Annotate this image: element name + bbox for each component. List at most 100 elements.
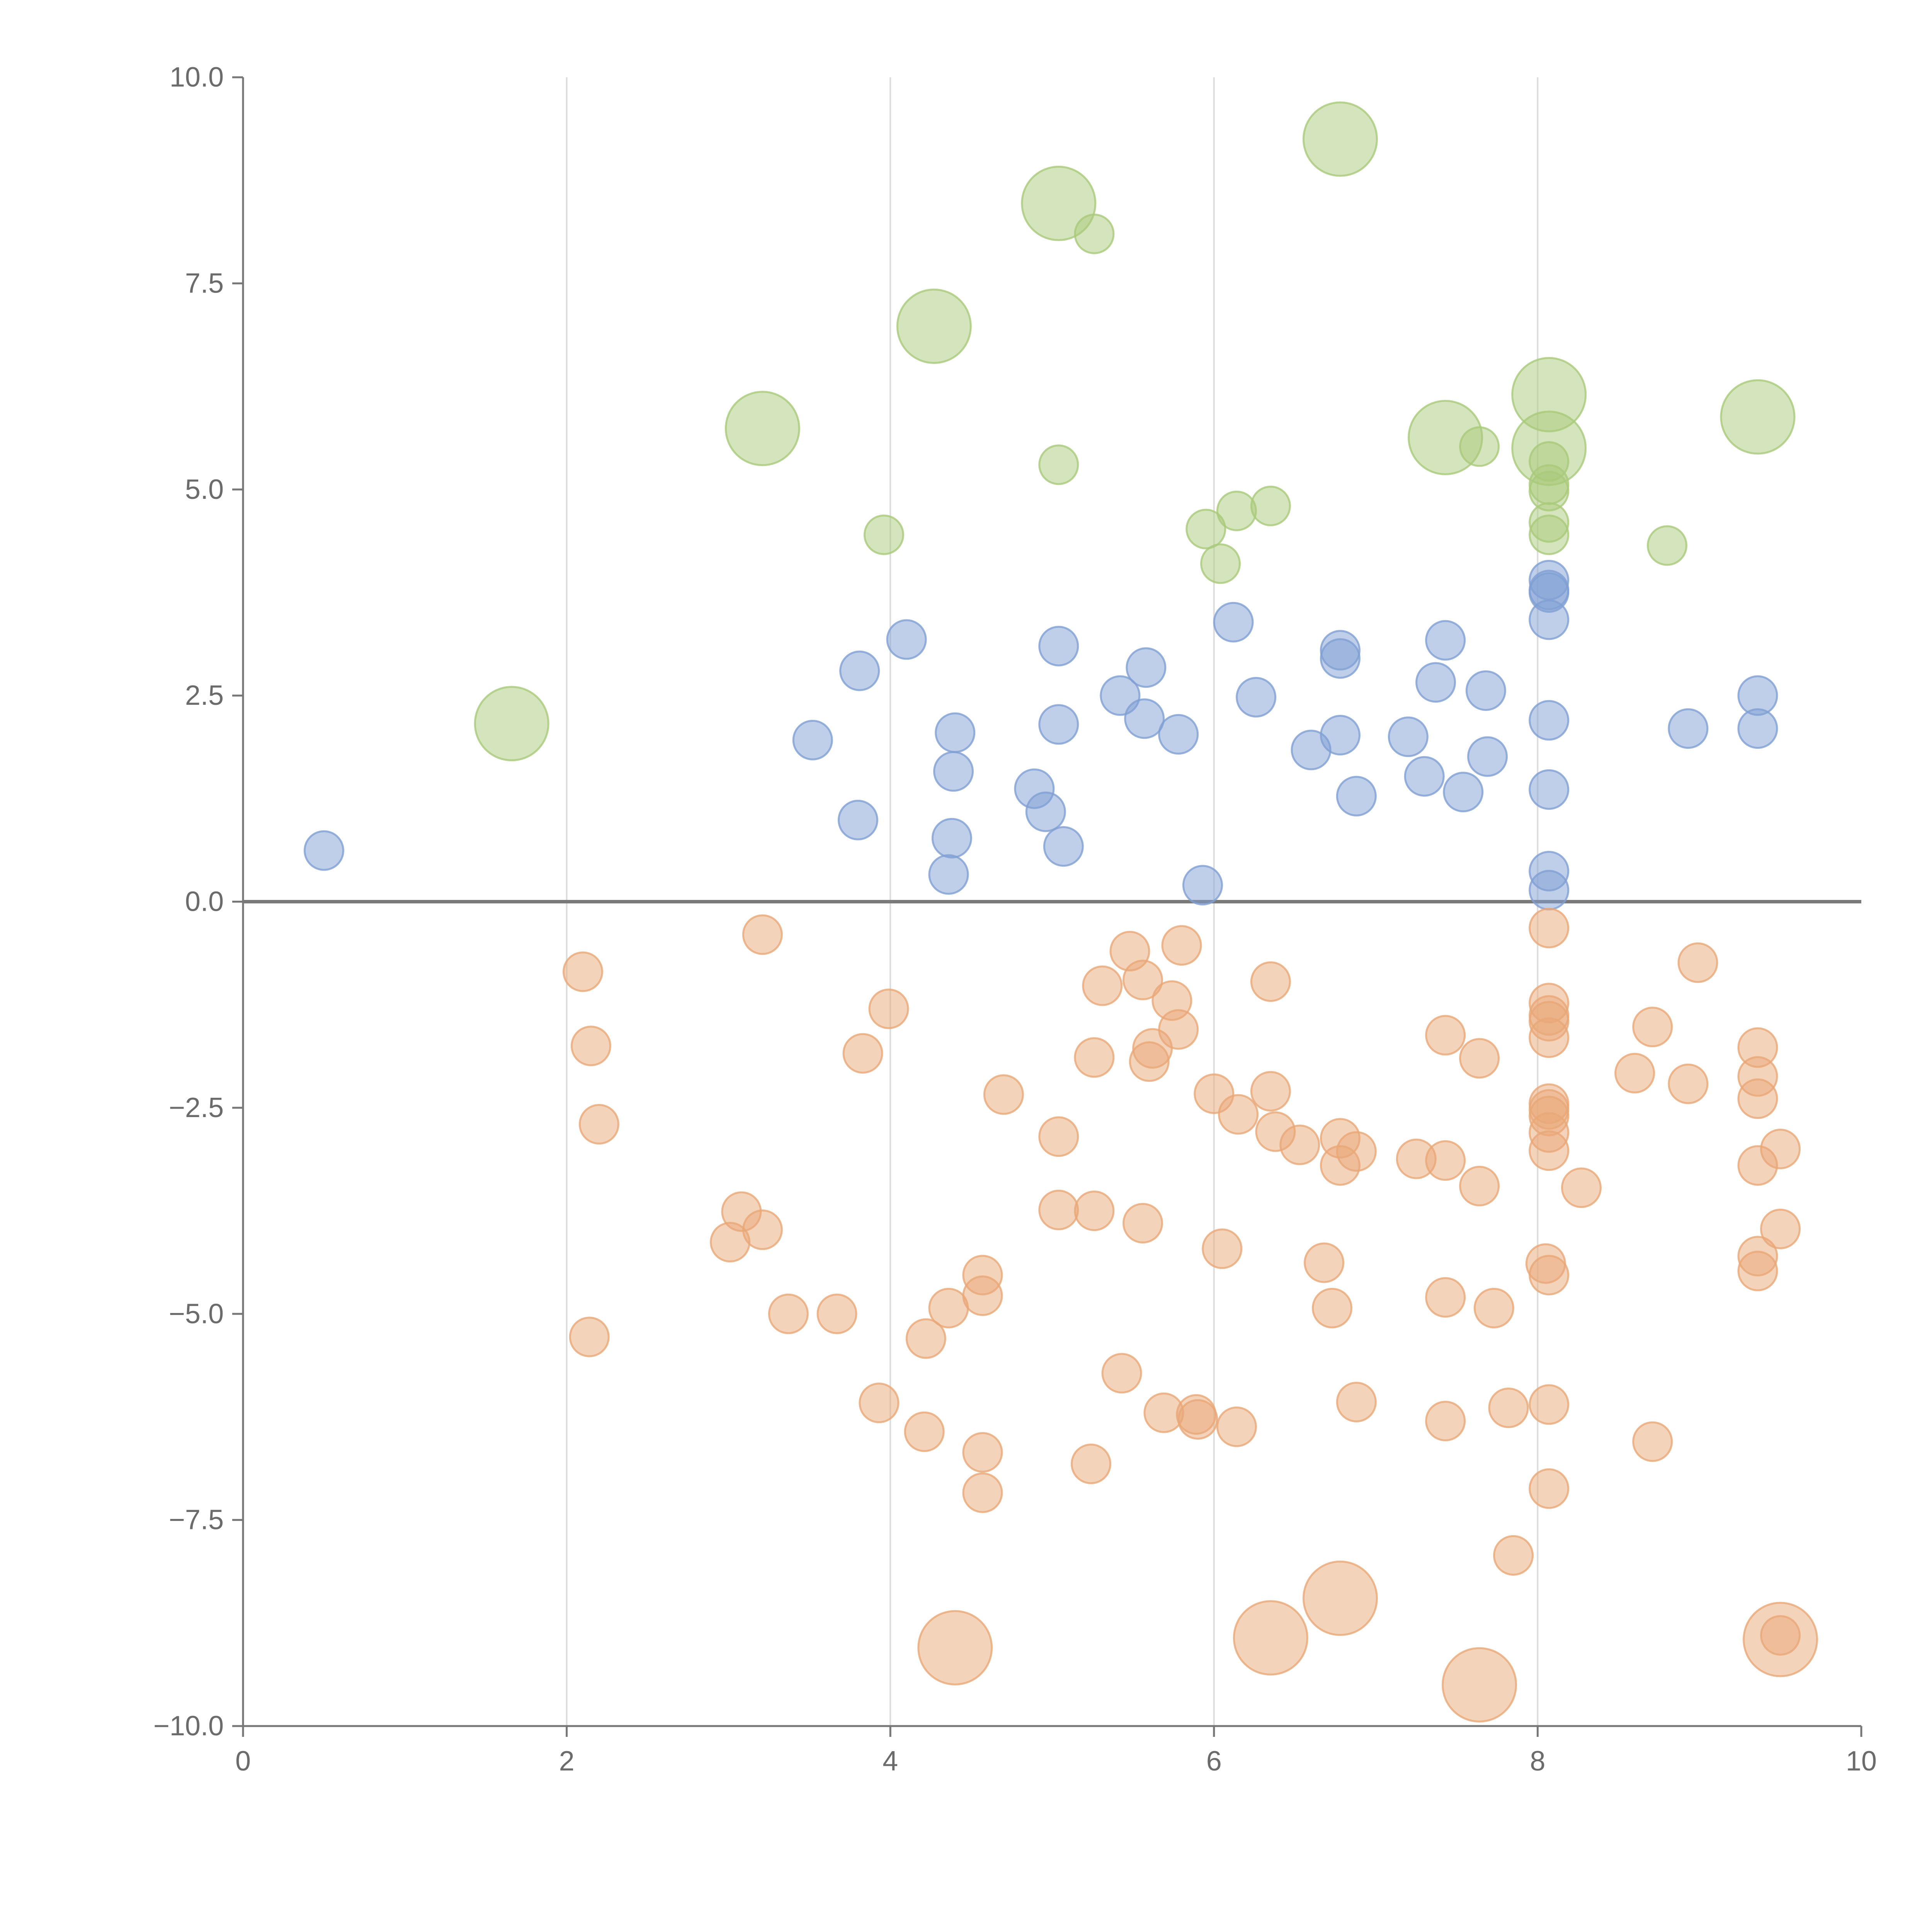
- data-point-orange: [1529, 1384, 1570, 1425]
- data-point-green: [1074, 213, 1115, 254]
- data-point-blue: [1025, 791, 1066, 832]
- data-point-orange: [768, 1293, 809, 1334]
- data-point-blue: [1668, 708, 1709, 749]
- data-point-orange: [1425, 1140, 1466, 1181]
- data-point-blue: [837, 799, 878, 840]
- y-tick-label: −5.0: [169, 1298, 224, 1329]
- data-point-orange: [962, 1472, 1003, 1513]
- y-tick-label: −10.0: [153, 1711, 224, 1742]
- y-tick-label: 5.0: [185, 474, 224, 505]
- data-point-blue: [1038, 626, 1079, 667]
- data-point-blue: [935, 712, 976, 753]
- data-point-green: [1720, 379, 1796, 455]
- y-tick-label: 10.0: [170, 62, 224, 93]
- data-point-orange: [1632, 1007, 1673, 1048]
- data-point-orange: [1459, 1166, 1500, 1207]
- data-point-blue: [303, 830, 344, 871]
- data-point-orange: [710, 1222, 751, 1263]
- data-point-orange: [1216, 1406, 1257, 1447]
- data-point-orange: [742, 914, 783, 955]
- data-point-orange: [1336, 1382, 1377, 1423]
- x-tick-label: 0: [235, 1746, 251, 1777]
- data-point-orange: [1677, 942, 1718, 983]
- data-point-orange: [1202, 1228, 1243, 1269]
- data-point-blue: [1158, 714, 1199, 755]
- data-point-orange: [1122, 1203, 1163, 1244]
- data-point-orange: [570, 1026, 611, 1066]
- data-point-blue: [792, 719, 833, 760]
- data-point-green: [1529, 514, 1570, 555]
- data-point-orange: [962, 1432, 1003, 1473]
- data-point-orange: [1529, 1017, 1570, 1058]
- data-point-green: [1250, 485, 1291, 526]
- data-point-orange: [1529, 1130, 1570, 1171]
- data-point-orange: [1101, 1353, 1142, 1394]
- data-point-orange: [562, 951, 603, 992]
- data-point-orange: [904, 1411, 945, 1452]
- data-point-blue: [839, 650, 880, 691]
- data-point-orange: [1038, 1116, 1079, 1157]
- data-point-orange: [1737, 1078, 1778, 1119]
- data-point-orange: [928, 1287, 969, 1328]
- data-point-orange: [1442, 1647, 1517, 1723]
- data-point-orange: [1082, 965, 1123, 1006]
- data-point-blue: [931, 818, 972, 859]
- data-point-orange: [1177, 1399, 1218, 1440]
- data-point-orange: [1320, 1145, 1361, 1186]
- data-point-blue: [1388, 716, 1429, 757]
- data-point-orange: [1529, 908, 1570, 949]
- x-tick-label: 10: [1846, 1746, 1877, 1777]
- data-point-orange: [1312, 1287, 1353, 1328]
- data-point-green: [1302, 101, 1378, 177]
- data-point-blue: [1529, 870, 1570, 911]
- data-point-orange: [1668, 1063, 1709, 1104]
- data-point-orange: [859, 1383, 900, 1423]
- data-point-orange: [1561, 1167, 1602, 1208]
- data-point-orange: [1743, 1602, 1818, 1677]
- data-point-green: [1216, 490, 1257, 531]
- data-point-blue: [933, 751, 974, 792]
- data-point-orange: [816, 1293, 857, 1334]
- data-point-blue: [1038, 704, 1079, 745]
- data-point-orange: [1459, 1038, 1500, 1079]
- data-point-orange: [1760, 1208, 1801, 1249]
- axes: [232, 76, 1862, 1737]
- data-point-orange: [1425, 1015, 1466, 1056]
- data-point-orange: [1074, 1037, 1115, 1078]
- x-tick-label: 6: [1206, 1746, 1222, 1777]
- data-point-orange: [1529, 1255, 1570, 1296]
- data-point-green: [724, 391, 800, 466]
- data-point-orange: [1425, 1277, 1466, 1318]
- data-point-green: [1185, 509, 1226, 549]
- data-point-blue: [1182, 865, 1223, 906]
- data-point-orange: [1129, 1041, 1170, 1082]
- data-point-orange: [578, 1104, 619, 1145]
- data-point-orange: [1425, 1401, 1466, 1442]
- data-point-orange: [1614, 1053, 1655, 1094]
- tick-labels: −10.0 −7.5 −5.0 −2.5 0.0 2.5 5.0 7.5 10.0 0 2 4 6 8 10: [153, 62, 1877, 1777]
- data-point-blue: [1213, 602, 1254, 643]
- data-point-orange: [842, 1033, 883, 1074]
- y-tick-label: −7.5: [169, 1505, 224, 1536]
- data-point-orange: [1279, 1124, 1320, 1165]
- data-point-green: [1021, 165, 1097, 241]
- data-point-orange: [1122, 959, 1163, 1000]
- data-point-orange: [1233, 1600, 1308, 1676]
- data-point-blue: [1320, 638, 1361, 679]
- data-point-blue: [1415, 662, 1456, 703]
- data-point-green: [474, 686, 549, 762]
- data-point-blue: [1291, 730, 1332, 770]
- data-point-blue: [1529, 700, 1570, 741]
- data-point-orange: [569, 1316, 610, 1357]
- data-point-orange: [1250, 961, 1291, 1002]
- y-tick-label: 7.5: [185, 268, 224, 299]
- data-point-orange: [1218, 1094, 1259, 1135]
- data-point-orange: [983, 1074, 1024, 1115]
- x-tick-label: 2: [559, 1746, 575, 1777]
- data-point-orange: [1488, 1387, 1529, 1428]
- data-point-blue: [1465, 670, 1506, 711]
- data-point-blue: [1529, 769, 1570, 810]
- data-point-orange: [1071, 1444, 1112, 1485]
- data-point-green: [1200, 543, 1241, 584]
